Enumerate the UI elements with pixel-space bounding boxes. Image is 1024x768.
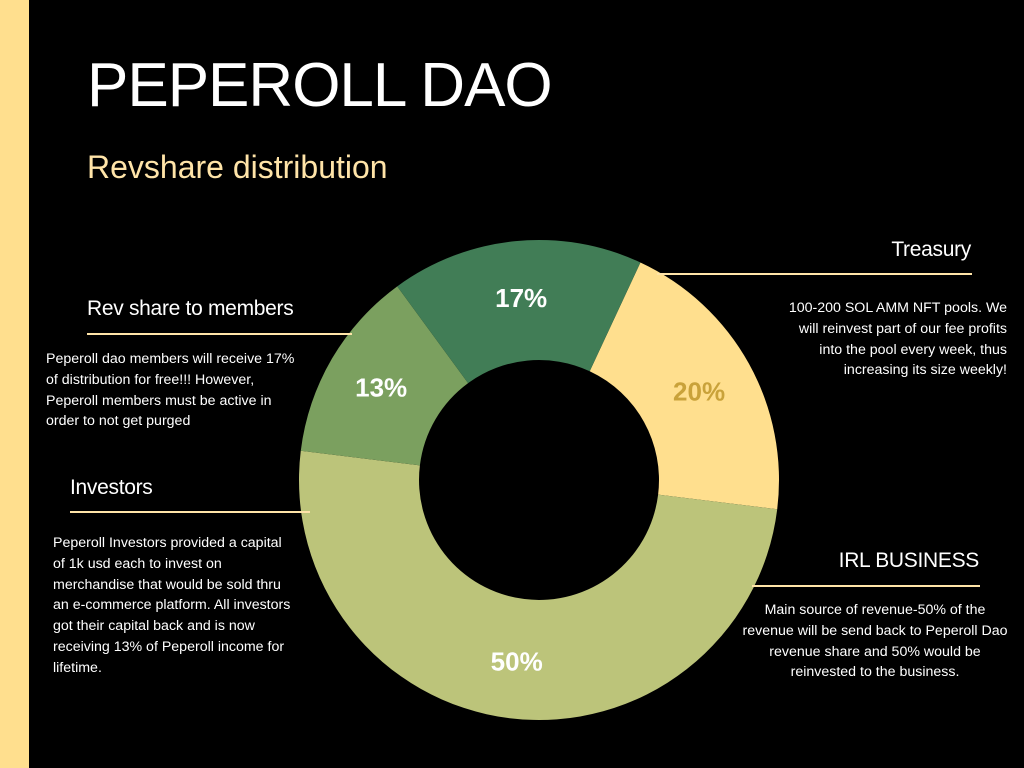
donut-slice [397, 240, 641, 384]
members-heading: Rev share to members [87, 297, 294, 320]
description-line: Main source of revenue-50% of the [764, 602, 986, 618]
accent-bar [0, 0, 29, 768]
description-line: order to not get purged [46, 413, 191, 430]
description-line: will reinvest part of our fee profits [798, 320, 1007, 337]
donut-slice [298, 450, 778, 721]
description-line: receiving 13% of Peperoll income for [53, 638, 285, 655]
page-title: PEPEROLL DAO [87, 51, 553, 120]
description-line: merchandise that would be sold thru [53, 576, 281, 593]
description-line: lifetime. [53, 659, 102, 676]
description-line: increasing its size weekly! [843, 362, 1007, 379]
investors-description: Peperoll Investors provided a capital of … [53, 533, 318, 679]
treasury-rule [657, 273, 972, 275]
description-line: reinvested to the business. [790, 664, 960, 681]
page-subtitle: Revshare distribution [87, 149, 388, 185]
slice-label: 17% [495, 283, 547, 313]
description-line: 100-200 SOL AMM NFT pools. We [788, 300, 1007, 316]
description-line: revenue will be send back to Peperoll Da… [742, 622, 1008, 639]
slice-label: 20% [673, 376, 725, 406]
irl-business-heading: IRL BUSINESS [838, 549, 980, 572]
description-line: Peperoll members must be active in [46, 392, 272, 409]
description-line: revenue share and 50% would be [769, 643, 981, 660]
description-line: got their capital back and is now [53, 618, 255, 635]
description-line: Peperoll dao members will receive 17% [46, 351, 295, 367]
investors-heading: Investors [70, 476, 153, 499]
description-line: of 1k usd each to invest on [53, 555, 222, 572]
treasury-heading: Treasury [891, 238, 971, 261]
members-rule [87, 333, 352, 335]
description-line: into the pool every week, thus [819, 341, 1007, 358]
members-description: Peperoll dao members will receive 17% of … [46, 349, 316, 432]
description-line: an e-commerce platform. All investors [53, 597, 291, 614]
donut-slice [589, 262, 779, 510]
description-line: Peperoll Investors provided a capital [53, 535, 282, 551]
treasury-description: 100-200 SOL AMM NFT pools. We will reinve… [707, 298, 1007, 381]
slice-label: 50% [491, 647, 543, 677]
irl-business-rule [752, 585, 980, 587]
description-line: of distribution for free!!! However, [46, 371, 255, 388]
investors-rule [70, 511, 310, 513]
donut-slice [300, 286, 469, 466]
irl-business-description: Main source of revenue-50% of the revenue… [730, 600, 1020, 683]
slice-label: 13% [355, 372, 407, 402]
